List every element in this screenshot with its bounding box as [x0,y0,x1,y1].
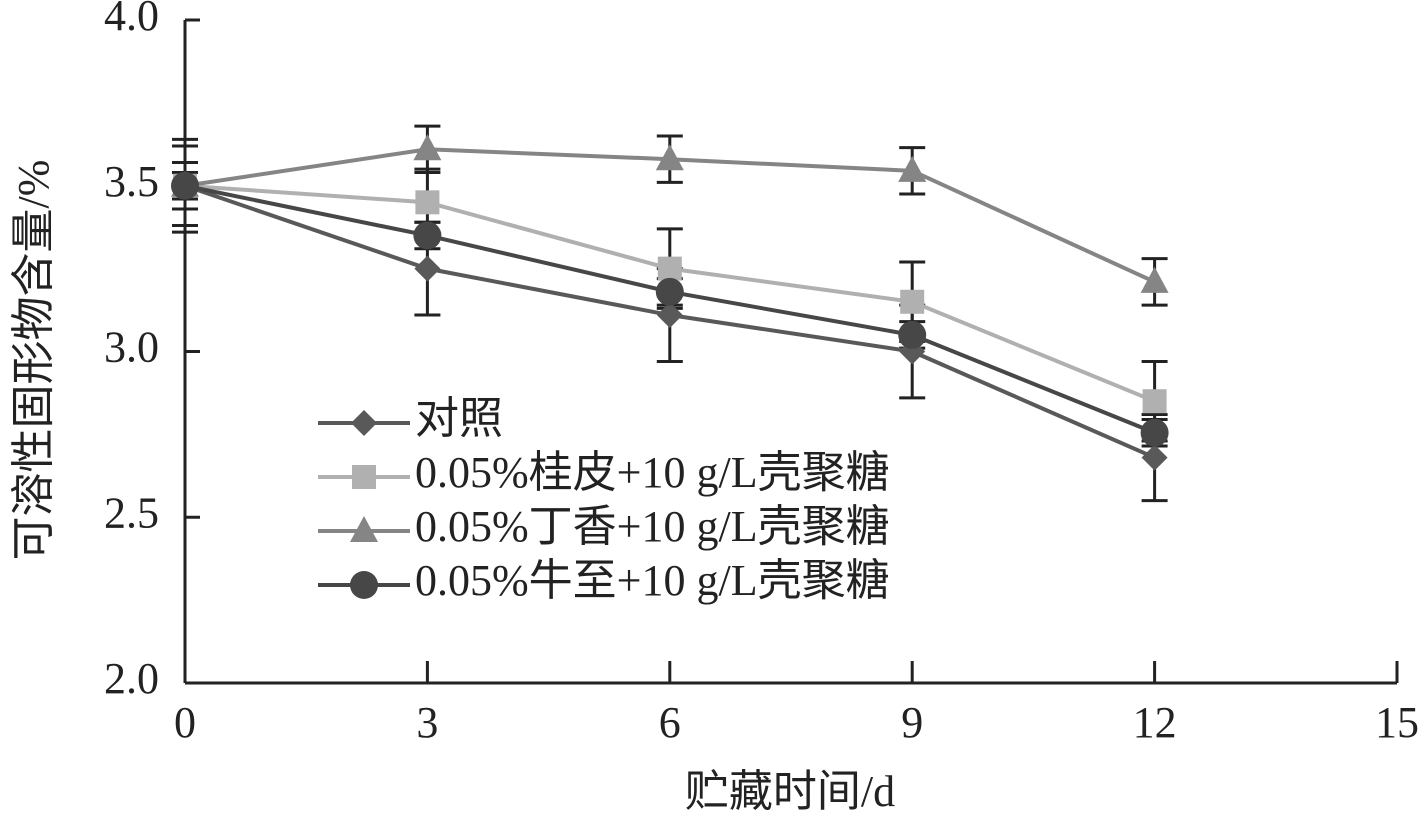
marker [898,155,927,182]
marker [1142,389,1167,414]
legend-label: 0.05%丁香+10 g/L壳聚糖 [415,502,890,551]
marker [414,255,441,282]
marker [898,320,927,349]
marker [1140,266,1169,293]
x-tick-label: 15 [1375,698,1419,747]
marker [171,171,199,200]
y-tick-label: 3.5 [104,157,159,206]
x-axis-label: 贮藏时间/d [685,767,895,816]
marker [351,410,377,436]
marker [352,465,376,489]
x-tick-label: 0 [174,698,196,747]
marker [656,302,683,329]
x-tick-label: 6 [659,698,681,747]
legend-label: 0.05%桂皮+10 g/L壳聚糖 [415,448,890,497]
marker [655,277,684,306]
marker [655,144,684,171]
marker [657,256,682,281]
legend-label: 0.05%牛至+10 g/L壳聚糖 [415,556,890,605]
y-tick-label: 2.0 [104,654,159,703]
y-tick-label: 2.5 [104,488,159,537]
marker [413,134,442,161]
marker [1140,418,1169,447]
x-tick-label: 12 [1133,698,1177,747]
legend-label: 对照 [415,394,503,443]
x-tick-label: 3 [416,698,438,747]
y-tick-label: 4.0 [104,0,159,40]
marker [415,190,440,215]
marker [350,571,378,599]
marker [1141,444,1168,471]
x-tick-label: 9 [901,698,923,747]
marker [900,289,925,314]
marker [350,516,378,542]
marker [413,221,442,250]
y-axis-label: 可溶性固形物含量/% [9,160,58,561]
y-tick-label: 3.0 [104,323,159,372]
